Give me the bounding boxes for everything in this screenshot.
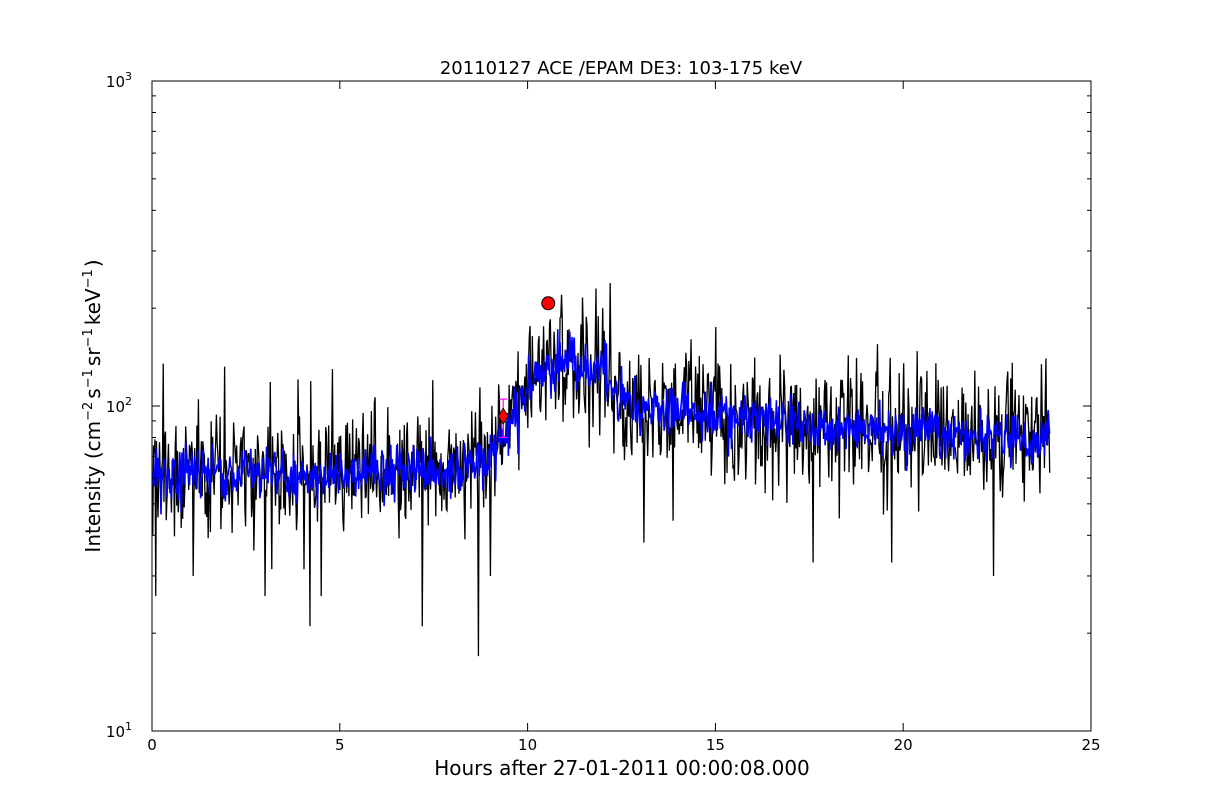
chart-title: 20110127 ACE /EPAM DE3: 103-175 keV — [440, 58, 803, 79]
x-tick-label: 0 — [147, 736, 157, 754]
y-axis-label-part: sr — [81, 347, 105, 366]
y-tick-label: 102 — [106, 395, 132, 416]
y-axis-label-prefix: Intensity (cm — [81, 421, 105, 553]
x-tick-label: 5 — [335, 736, 345, 754]
x-axis-label: Hours after 27-01-2011 00:00:08.000 — [434, 756, 810, 780]
x-axis: 0 5 10 15 20 25 — [147, 81, 1101, 754]
y-axis: 101 102 103 — [106, 70, 1091, 741]
x-tick-label: 20 — [894, 736, 913, 754]
y-axis-label: Intensity (cm−2s−1sr−1keV−1) — [81, 259, 105, 552]
x-tick-label: 15 — [706, 736, 725, 754]
series-layer — [152, 283, 1051, 657]
y-axis-label-suffix: ) — [81, 259, 105, 267]
series-line-smoothed — [152, 329, 1051, 515]
y-axis-label-sup: −1 — [81, 369, 96, 388]
marker-layer — [497, 296, 556, 439]
y-axis-label-sup: −1 — [81, 328, 96, 347]
y-axis-label-part: keV — [81, 288, 105, 325]
series-line-raw — [152, 283, 1051, 657]
y-tick-label: 101 — [106, 720, 132, 741]
y-axis-label-sup: −2 — [81, 402, 96, 421]
x-tick-label: 25 — [1081, 736, 1100, 754]
x-tick-label: 10 — [518, 736, 537, 754]
y-tick-label: 103 — [106, 70, 132, 91]
marker-circle-peak — [541, 296, 556, 311]
y-axis-label-part: s — [81, 388, 105, 398]
marker-diamond-onset — [497, 407, 509, 425]
y-axis-label-sup: −1 — [81, 269, 96, 288]
